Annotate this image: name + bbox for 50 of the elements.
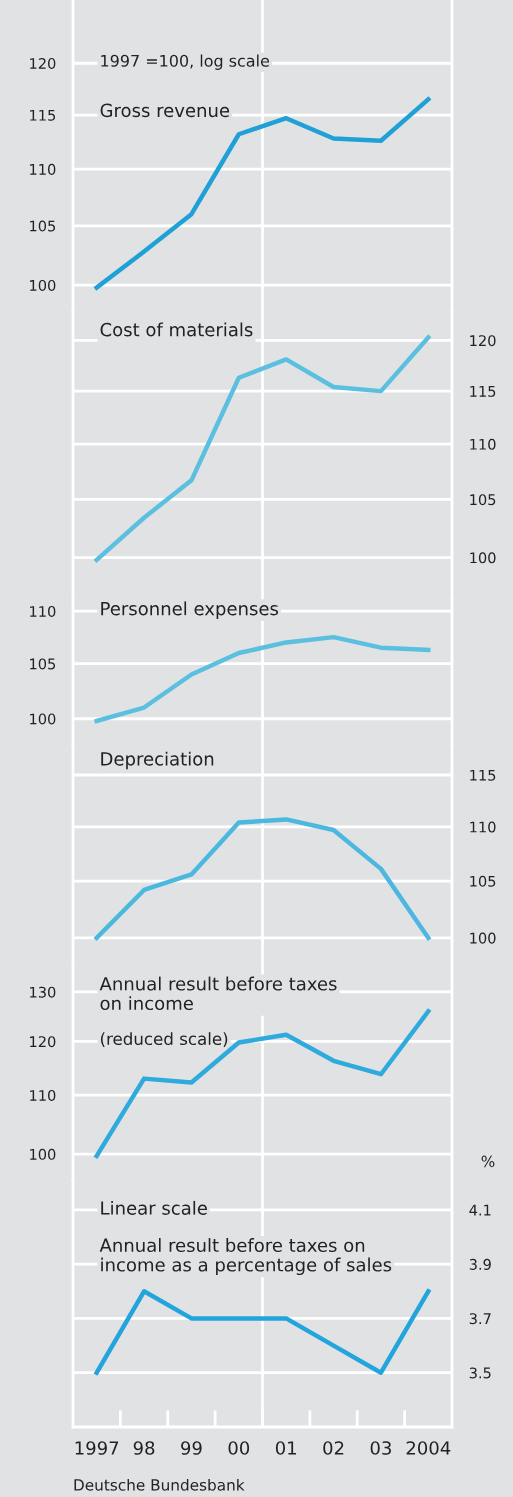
text: Annual result before taxes on income as a percentage of sales bbox=[99, 1238, 392, 1276]
line-series bbox=[94, 97, 431, 290]
y2-tick-label: 105 bbox=[470, 875, 496, 887]
y-tick-label: 120 bbox=[30, 1036, 56, 1048]
x-tick-label: 03 bbox=[370, 1441, 391, 1455]
y-tick-label: 100 bbox=[30, 279, 56, 291]
line-series bbox=[94, 1289, 431, 1375]
y2-tick-label: 105 bbox=[470, 494, 496, 506]
y2-tick-label: 110 bbox=[470, 438, 496, 450]
y-tick-label: 100 bbox=[30, 1148, 56, 1160]
y2-tick-label: 120 bbox=[470, 335, 496, 347]
y-tick-label: 110 bbox=[30, 1089, 56, 1101]
y-tick-label: 110 bbox=[30, 163, 56, 175]
annotation: Linear scale bbox=[101, 1200, 207, 1215]
y2-tick-label: 3.5 bbox=[469, 1367, 491, 1379]
annotation: 1997 =100, log scale bbox=[101, 54, 270, 70]
x-tick-label: 2004 bbox=[406, 1441, 451, 1455]
x-tick-label: 98 bbox=[133, 1441, 155, 1455]
y2-tick-label: 3.7 bbox=[469, 1313, 491, 1325]
text: (reduced scale) bbox=[100, 1032, 228, 1048]
line-series bbox=[94, 335, 431, 563]
y-tick-label: 105 bbox=[30, 220, 56, 232]
line-series bbox=[94, 634, 431, 724]
y2-tick-label: 3.9 bbox=[469, 1258, 491, 1270]
text: Cost of materials bbox=[100, 322, 253, 337]
y-tick-label: 120 bbox=[30, 57, 56, 69]
line-series bbox=[94, 1009, 431, 1159]
y2-tick-label: 115 bbox=[470, 769, 496, 781]
y-tick-label: 100 bbox=[30, 713, 56, 725]
x-tick-label: 00 bbox=[228, 1441, 250, 1455]
y2-tick-label: 100 bbox=[470, 932, 496, 944]
x-tick-label: 1997 bbox=[75, 1441, 119, 1455]
y-tick-label: 130 bbox=[30, 986, 56, 998]
y-tick-label: 105 bbox=[30, 658, 56, 670]
text: Gross revenue bbox=[100, 103, 230, 118]
line-series bbox=[94, 817, 431, 941]
chart-title: Personnel expenses bbox=[101, 601, 279, 619]
x-tick-label: 01 bbox=[275, 1441, 297, 1455]
x-tick-label: 02 bbox=[323, 1441, 344, 1455]
y-tick-label: 110 bbox=[30, 605, 56, 617]
y2-tick-label: 110 bbox=[470, 821, 496, 833]
y2-tick-label: 4.1 bbox=[469, 1204, 491, 1216]
chart-title: Depreciation bbox=[101, 751, 214, 770]
y2-axis-title: % bbox=[481, 1155, 495, 1168]
y-tick-label: 115 bbox=[30, 109, 56, 121]
y2-tick-label: 115 bbox=[470, 386, 496, 397]
text: Deutsche Bundesbank bbox=[74, 1478, 245, 1491]
y2-tick-label: 100 bbox=[470, 552, 496, 564]
text: Annual result before taxes on income bbox=[99, 976, 337, 1011]
x-tick-label: 99 bbox=[181, 1441, 202, 1455]
